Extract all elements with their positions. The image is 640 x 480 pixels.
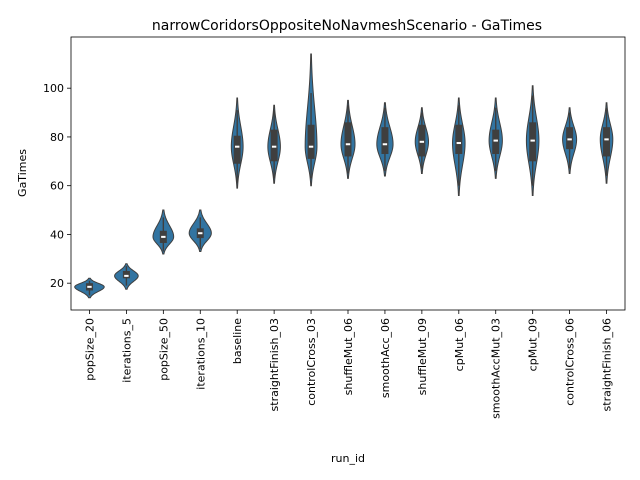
x-tick-label: smoothAccMut_03 <box>490 318 503 419</box>
violin-iqr-box <box>455 124 463 154</box>
violin-iqr-box <box>381 127 389 154</box>
violin-median <box>235 145 240 148</box>
violin-median <box>382 143 388 146</box>
y-axis-ticks: 20 40 60 80 100 <box>43 82 71 290</box>
y-tick-label: 40 <box>50 228 64 241</box>
violin-median <box>87 285 92 288</box>
x-tick-label: straightFinish_06 <box>601 318 614 411</box>
x-tick-label: cpMut_09 <box>527 318 540 371</box>
violin-iqr-box <box>418 124 426 157</box>
x-tick-label: popSize_20 <box>83 318 96 381</box>
y-tick-label: 80 <box>50 131 64 144</box>
violin-median <box>161 235 166 238</box>
y-tick-label: 60 <box>50 180 64 193</box>
violin-median <box>493 139 498 142</box>
x-tick-label: smoothAcc_06 <box>379 318 392 398</box>
violin-median <box>198 232 203 235</box>
violin-median <box>124 274 129 277</box>
violin-median <box>271 145 277 148</box>
x-tick-label: popSize_50 <box>157 318 170 381</box>
x-tick-label: cpMut_06 <box>453 318 466 371</box>
x-axis-ticks: popSize_20 iterations_5 popSize_50 iteratio… <box>83 310 614 419</box>
violin-iqr-box <box>307 124 315 159</box>
violin-iqr-box <box>566 127 574 150</box>
x-tick-label: iterations_10 <box>194 318 207 390</box>
y-tick-label: 100 <box>43 82 64 95</box>
violin-iqr-box <box>492 129 500 154</box>
violin-iqr-box <box>122 271 130 279</box>
violin-iqr-box <box>603 127 611 157</box>
violin-median <box>419 140 425 143</box>
x-axis-label: run_id <box>331 452 365 465</box>
x-tick-label: shuffleMut_09 <box>416 318 429 395</box>
x-tick-label: controlCross_03 <box>305 318 318 406</box>
x-tick-label: baseline <box>231 318 244 364</box>
plot-area <box>74 53 614 299</box>
x-tick-label: shuffleMut_06 <box>342 318 355 395</box>
violin-iqr-box <box>233 135 241 164</box>
x-tick-label: straightFinish_03 <box>268 318 281 411</box>
violin-iqr-box <box>270 129 278 162</box>
plot-frame <box>70 36 626 311</box>
x-tick-label: controlCross_06 <box>564 318 577 406</box>
y-axis-label: GaTimes <box>16 149 29 197</box>
violin-median <box>530 139 535 142</box>
violin-median <box>345 143 351 146</box>
chart-title: narrowCoridorsOppositeNoNavmeshScenario … <box>152 18 542 34</box>
violin-median <box>567 138 572 141</box>
violin-iqr-box <box>344 122 352 157</box>
violin-median <box>456 142 461 145</box>
violin-iqr-box <box>529 122 537 162</box>
violin-median <box>308 145 314 148</box>
violin-median <box>604 138 609 141</box>
x-tick-label: iterations_5 <box>120 318 133 383</box>
y-tick-label: 20 <box>50 277 64 290</box>
